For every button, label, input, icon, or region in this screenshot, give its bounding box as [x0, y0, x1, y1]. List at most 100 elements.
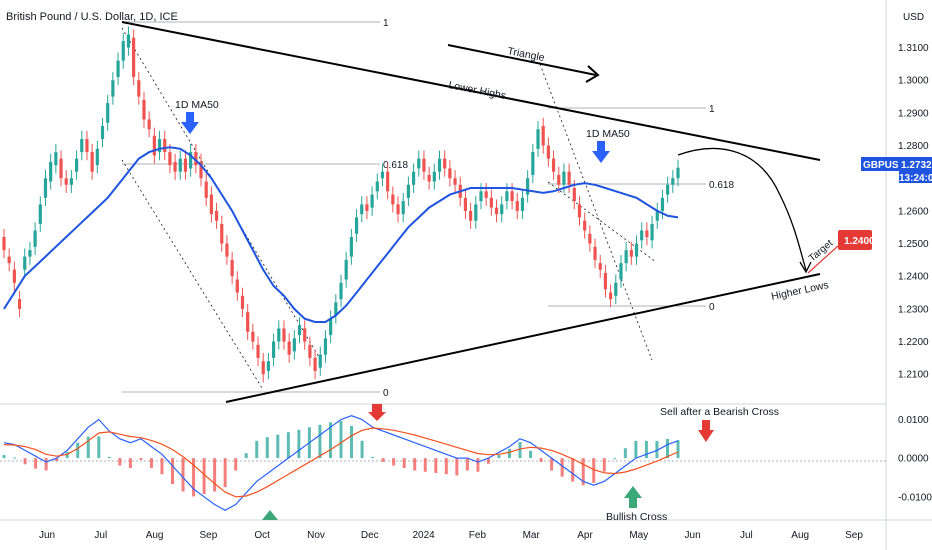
- candle-body: [116, 60, 120, 77]
- candle-body: [287, 341, 291, 355]
- candle-body: [427, 174, 431, 182]
- macd-hist-bar: [55, 458, 59, 462]
- candle-body: [23, 256, 27, 270]
- macd-hist-bar: [128, 458, 132, 469]
- candle-body: [557, 174, 561, 185]
- time-tick-label: Jun: [685, 530, 701, 541]
- candle-body: [261, 361, 265, 375]
- macd-hist-bar: [644, 440, 648, 459]
- macd-hist-bar: [234, 458, 238, 471]
- candle-body: [474, 204, 478, 221]
- price-tick-label: 1.2900: [898, 108, 929, 119]
- price-tick-label: 1.2200: [898, 337, 929, 348]
- time-axis: Jun Jul Aug Sep Oct Nov Dec 2024 Feb Mar Apr May Jun…: [39, 530, 863, 541]
- candle-body: [90, 152, 94, 172]
- candle-body: [531, 152, 535, 175]
- candle-body: [69, 178, 73, 185]
- bullish-cross-label: Bullish Cross: [606, 511, 667, 523]
- candle-body: [453, 178, 457, 185]
- candle-body: [318, 354, 322, 368]
- candle-body: [235, 279, 239, 293]
- candle-body: [95, 148, 99, 166]
- macd-hist-bar: [360, 440, 364, 459]
- candle-body: [132, 37, 136, 77]
- candle-body: [510, 191, 514, 202]
- macd-tick-label: 0.0100: [898, 415, 929, 426]
- macd-hist-bar: [23, 458, 27, 465]
- candle-body: [634, 243, 639, 257]
- candle-body: [100, 125, 105, 140]
- macd-tick-label: 0.0000: [898, 454, 929, 465]
- candle-body: [365, 204, 369, 211]
- macd-hist-bar: [497, 455, 501, 459]
- macd-hist-bar: [202, 458, 206, 494]
- candle-body: [272, 341, 276, 358]
- macd-hist-bar: [444, 458, 448, 475]
- candle-body: [489, 197, 493, 208]
- time-tick-label: May: [629, 530, 648, 541]
- candle-body: [614, 282, 618, 296]
- macd-hist-bar: [86, 436, 90, 459]
- ma50-line: [3, 146, 679, 323]
- candle-body: [370, 194, 374, 208]
- countdown-badge: [899, 171, 932, 183]
- triangle-arrowhead-icon: [585, 65, 600, 83]
- macd-hist-bar: [65, 451, 69, 459]
- target-badge: [838, 230, 872, 250]
- target-badge-text: 1.2400: [844, 236, 875, 247]
- candle-body: [329, 318, 333, 336]
- candle-body: [577, 204, 582, 218]
- candle-body: [85, 139, 89, 153]
- candle-body: [230, 259, 234, 277]
- candle-body: [375, 181, 379, 192]
- macd-hist-bar: [139, 458, 143, 460]
- price-tick-label: 1.3000: [898, 76, 929, 87]
- candle-body: [562, 171, 566, 185]
- candle-body: [49, 161, 53, 182]
- macd-hist-bar: [623, 448, 627, 459]
- candle-body: [157, 139, 162, 153]
- candle-body: [354, 217, 359, 234]
- macd-hist-bar: [286, 432, 290, 459]
- macd-hist-bar: [529, 450, 533, 459]
- candle-body: [546, 145, 550, 159]
- candle-body: [17, 299, 22, 309]
- macd-hist-bar: [508, 448, 511, 459]
- macd-hist-bar: [613, 458, 617, 460]
- candle-body: [349, 237, 353, 257]
- candle-body: [443, 158, 447, 169]
- macd-hist-bar: [107, 456, 111, 459]
- higher-lows-trendline[interactable]: [225, 273, 821, 403]
- symbol-badge-text: GBPUSD: [863, 160, 906, 171]
- price-tick-label: 1.3100: [898, 43, 929, 54]
- candle-body: [629, 250, 633, 257]
- macd-hist-bar: [550, 458, 554, 471]
- candle-body: [598, 263, 602, 270]
- candle-body: [422, 158, 426, 172]
- candle-body: [432, 171, 436, 182]
- lower-highs-trendline[interactable]: [121, 21, 821, 161]
- candle-body: [209, 194, 213, 215]
- candle-body: [666, 184, 670, 195]
- candle-body: [645, 230, 649, 238]
- candle-body: [660, 197, 665, 211]
- candle-body: [572, 188, 576, 202]
- candle-body: [417, 158, 421, 169]
- price-tick-label: 1.2500: [898, 239, 929, 250]
- candle-body: [334, 302, 338, 316]
- ma50-label-1: 1D MA50: [175, 99, 219, 111]
- time-tick-label: Nov: [307, 530, 325, 541]
- candle-body: [204, 181, 208, 198]
- candle-body: [505, 191, 509, 202]
- price-badge: [899, 157, 932, 171]
- candle-body: [33, 230, 37, 247]
- time-tick-label: Oct: [254, 530, 270, 541]
- macd-hist-bar: [486, 458, 490, 464]
- fib-right-0: 0: [709, 302, 715, 313]
- candle-body: [173, 161, 177, 172]
- price-tick-label: 1.2300: [898, 304, 929, 315]
- candle-body: [194, 152, 198, 166]
- candle-body: [469, 210, 473, 221]
- chart-title: British Pound / U.S. Dollar, 1D, ICE: [6, 11, 178, 23]
